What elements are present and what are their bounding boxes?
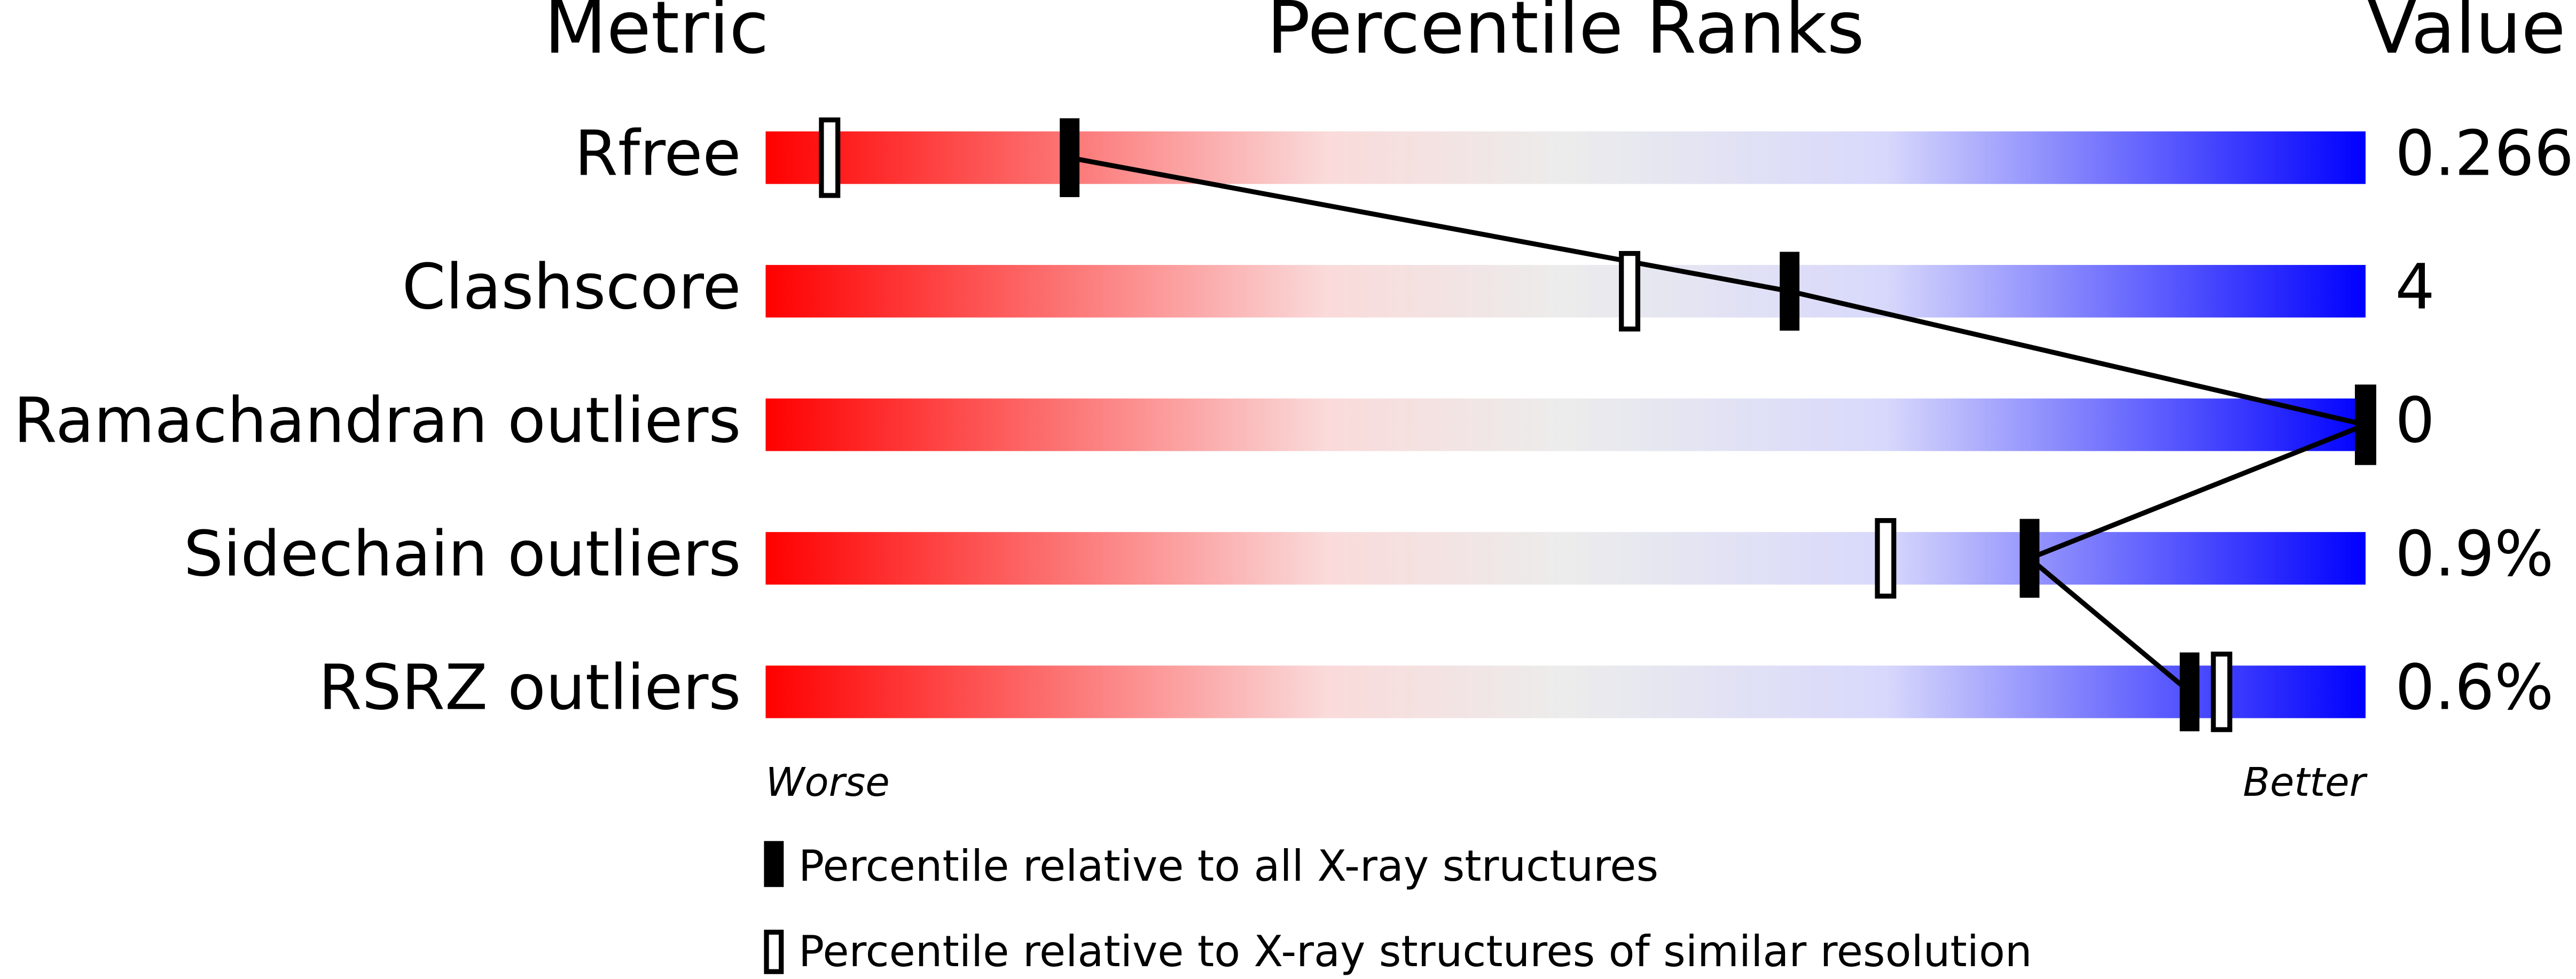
similar-marker	[2211, 652, 2233, 732]
legend-all-swatch	[764, 841, 784, 887]
legend-similar-swatch	[764, 929, 784, 974]
all-marker	[2019, 519, 2040, 598]
percentile-bar	[765, 131, 2366, 184]
metric-label: Clashscore	[402, 251, 741, 324]
value-label: 0.6%	[2395, 652, 2554, 724]
percentile-bar	[765, 532, 2366, 585]
value-label: 4	[2395, 251, 2434, 324]
similar-marker	[1619, 250, 1641, 332]
value-label: 0	[2395, 385, 2434, 457]
percentile-bar	[765, 398, 2366, 451]
percentile-bar	[765, 665, 2366, 718]
all-marker	[1060, 118, 1080, 198]
all-marker	[1780, 252, 1800, 331]
legend-similar: Percentile relative to X-ray structures …	[798, 927, 2032, 976]
similar-marker	[819, 117, 841, 198]
all-marker	[2180, 652, 2199, 732]
metric-label: Rfree	[575, 117, 741, 190]
value-header: Value	[2367, 0, 2566, 70]
metric-header: Metric	[544, 0, 769, 70]
chart-title: Percentile Ranks	[1267, 0, 1865, 70]
better-label: Better	[2243, 759, 2368, 805]
value-label: 0.266	[2395, 117, 2574, 190]
metric-label: Ramachandran outliers	[13, 385, 741, 457]
similar-marker	[1875, 518, 1897, 599]
all-marker	[2355, 385, 2376, 465]
percentile-bar	[765, 265, 2366, 318]
legend-all: Percentile relative to all X-ray structu…	[798, 841, 1658, 891]
worse-label: Worse	[765, 759, 889, 805]
metric-label: Sidechain outliers	[184, 518, 741, 591]
metric-label: RSRZ outliers	[318, 652, 741, 724]
value-label: 0.9%	[2395, 518, 2554, 591]
